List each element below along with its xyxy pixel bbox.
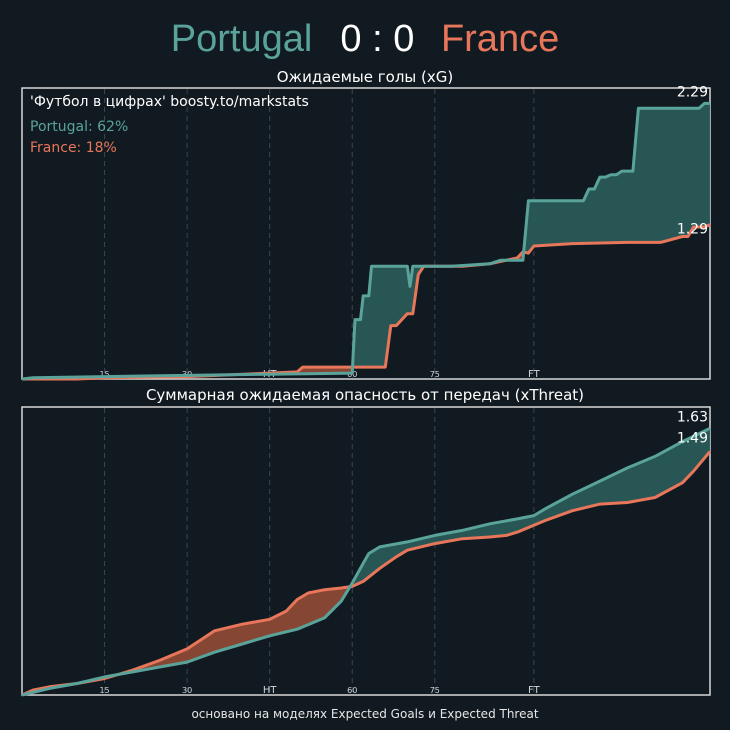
score: 0 : 0 xyxy=(340,18,425,60)
away-team-name: France xyxy=(440,18,560,60)
xt-line-portugal xyxy=(21,427,711,697)
watermark-text: 'Футбол в цифрах' boosty.to/markstats xyxy=(30,94,309,110)
xt-frame xyxy=(21,406,711,696)
xt-chart: Суммарная ожидаемая опасность от передач… xyxy=(21,386,712,697)
xt-xtick-label: FT xyxy=(528,685,541,696)
xg-xtick-label: FT xyxy=(528,369,541,380)
legend-portugal: Portugal: 62% xyxy=(30,119,128,135)
xg-line-portugal xyxy=(21,101,710,381)
xt-xtick-label: HT xyxy=(263,685,278,696)
xt-title: Суммарная ожидаемая опасность от передач… xyxy=(146,386,584,404)
xt-fill-portugal-ahead xyxy=(350,428,710,587)
xg-frame xyxy=(21,87,711,380)
xt-xtick-label: 15 xyxy=(99,686,109,695)
xt-end-label-france: 1.49 xyxy=(677,430,708,446)
xt-xtick-label: 60 xyxy=(347,686,357,695)
home-team-name: Portugal xyxy=(170,18,313,60)
xg-end-label-france: 1.29 xyxy=(677,222,708,238)
footer-note: основано на моделях Expected Goals и Exp… xyxy=(191,707,539,721)
home-score: 0 xyxy=(340,18,362,60)
xg-fill-portugal-ahead xyxy=(353,260,507,368)
xt-xtick-label: 30 xyxy=(182,686,192,695)
xt-line-france xyxy=(21,450,712,697)
match-title: Portugal 0 : 0 France xyxy=(0,12,730,65)
xt-xtick-label: 75 xyxy=(430,686,440,695)
xg-chart: Ожидаемые голы (xG)15 30 HT 60 75 FT2.291.29'… xyxy=(21,68,711,381)
xg-xtick-label: 15 xyxy=(99,370,109,379)
xg-fill-portugal-ahead xyxy=(524,103,710,254)
xg-title: Ожидаемые голы (xG) xyxy=(277,68,453,86)
score-separator: : xyxy=(372,18,383,60)
away-score: 0 xyxy=(393,18,415,60)
legend-france: France: 18% xyxy=(30,140,117,156)
xg-xtick-label: 75 xyxy=(430,370,440,379)
xg-end-label-portugal: 2.29 xyxy=(677,84,708,100)
xt-fill-france-ahead xyxy=(119,586,350,675)
xt-end-label-portugal: 1.63 xyxy=(677,409,708,425)
